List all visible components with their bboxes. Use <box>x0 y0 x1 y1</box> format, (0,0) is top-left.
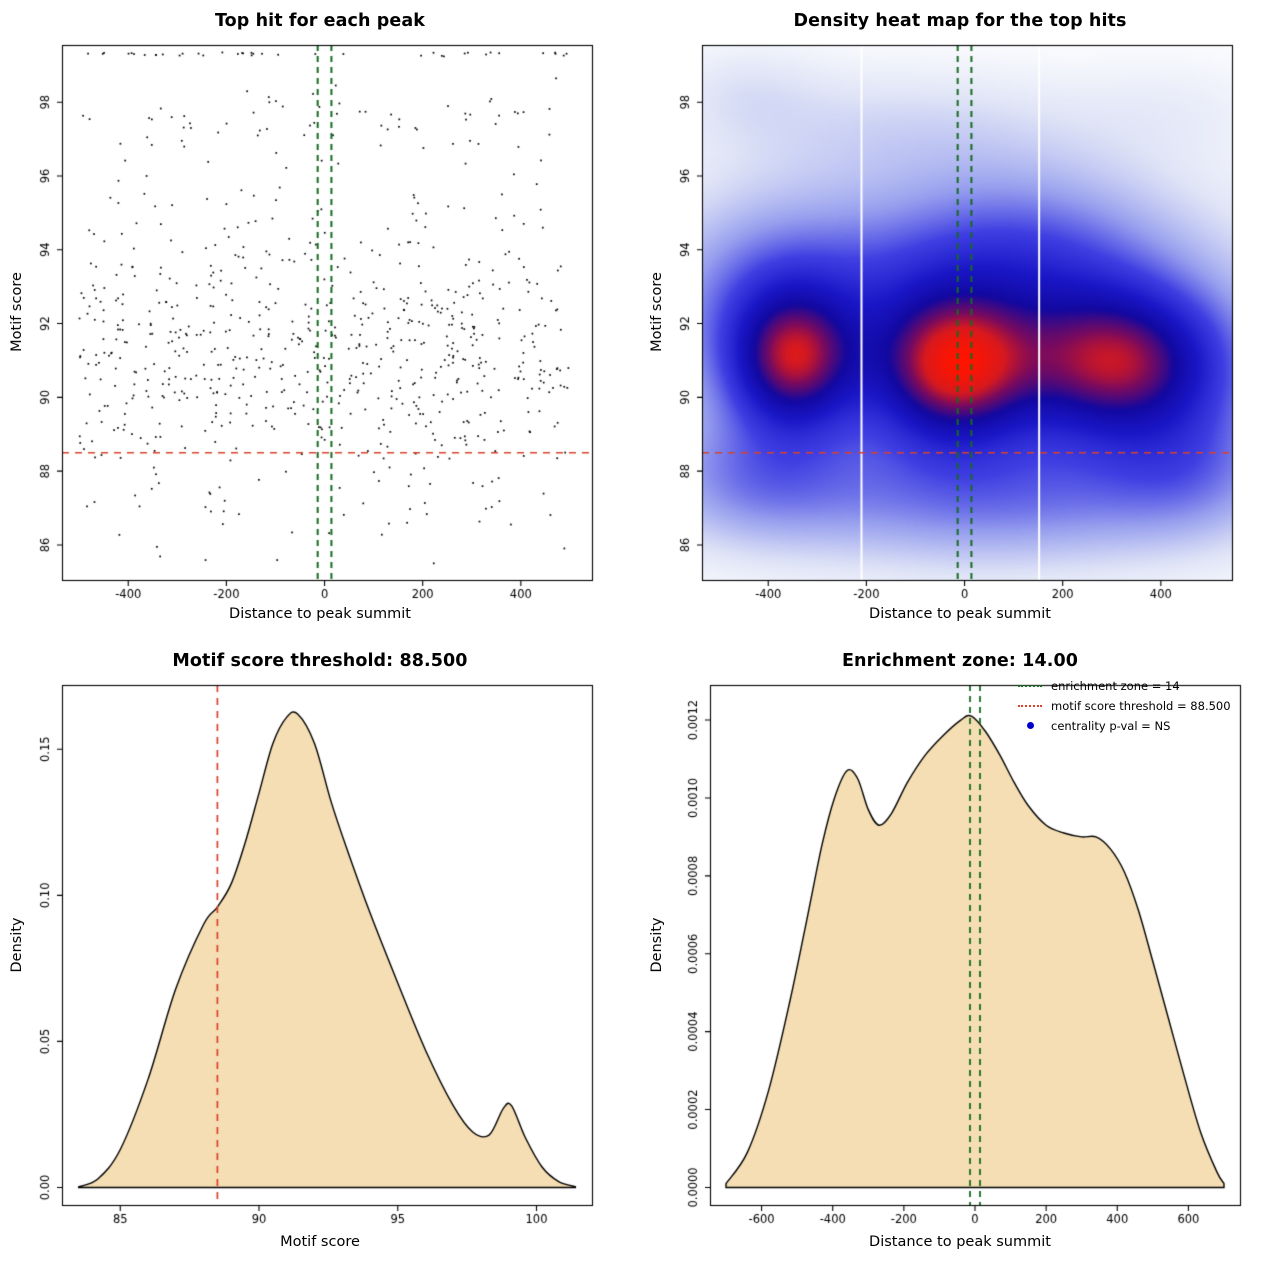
scatter-x-axis-label: Distance to peak summit <box>229 606 411 622</box>
scatter-y-axis-label: Motif score <box>9 272 25 352</box>
legend-item-motif-score-threshold: motif score threshold = 88.500 <box>1018 698 1231 713</box>
score-density-title: Motif score threshold: 88.500 <box>172 651 468 671</box>
distance-density-plot-canvas <box>640 640 1280 1280</box>
distance-density-x-axis-label: Distance to peak summit <box>869 1234 1051 1250</box>
panel-heatmap: Density heat map for the top hits Distan… <box>640 0 1280 640</box>
legend-label: centrality p-val = NS <box>1051 718 1171 733</box>
panel-score-density: Motif score threshold: 88.500 Motif scor… <box>0 640 640 1280</box>
legend-item-centrality-pval: centrality p-val = NS <box>1018 718 1231 733</box>
legend-label: enrichment zone = 14 <box>1051 678 1180 693</box>
point-swatch-icon <box>1018 722 1042 729</box>
score-density-x-axis-label: Motif score <box>280 1234 360 1250</box>
score-density-plot-canvas <box>0 640 640 1280</box>
distance-density-y-axis-label: Density <box>649 917 665 973</box>
heatmap-x-axis-label: Distance to peak summit <box>869 606 1051 622</box>
heatmap-plot-canvas <box>640 0 1280 640</box>
dotted-line-swatch-icon <box>1018 704 1042 707</box>
scatter-title: Top hit for each peak <box>214 11 426 31</box>
legend-item-enrichment-zone: enrichment zone = 14 <box>1018 678 1231 693</box>
score-density-y-axis-label: Density <box>9 917 25 973</box>
panel-distance-density: Enrichment zone: 14.00 Distance to peak … <box>640 640 1280 1280</box>
panel-scatter: Top hit for each peak Distance to peak s… <box>0 0 640 640</box>
legend-label: motif score threshold = 88.500 <box>1051 698 1231 713</box>
scatter-plot-canvas <box>0 0 640 640</box>
heatmap-title: Density heat map for the top hits <box>793 11 1127 31</box>
heatmap-y-axis-label: Motif score <box>649 272 665 352</box>
plot-legend: enrichment zone = 14 motif score thresho… <box>1018 678 1231 733</box>
distance-density-title: Enrichment zone: 14.00 <box>841 651 1079 671</box>
dotted-line-swatch-icon <box>1018 684 1042 687</box>
